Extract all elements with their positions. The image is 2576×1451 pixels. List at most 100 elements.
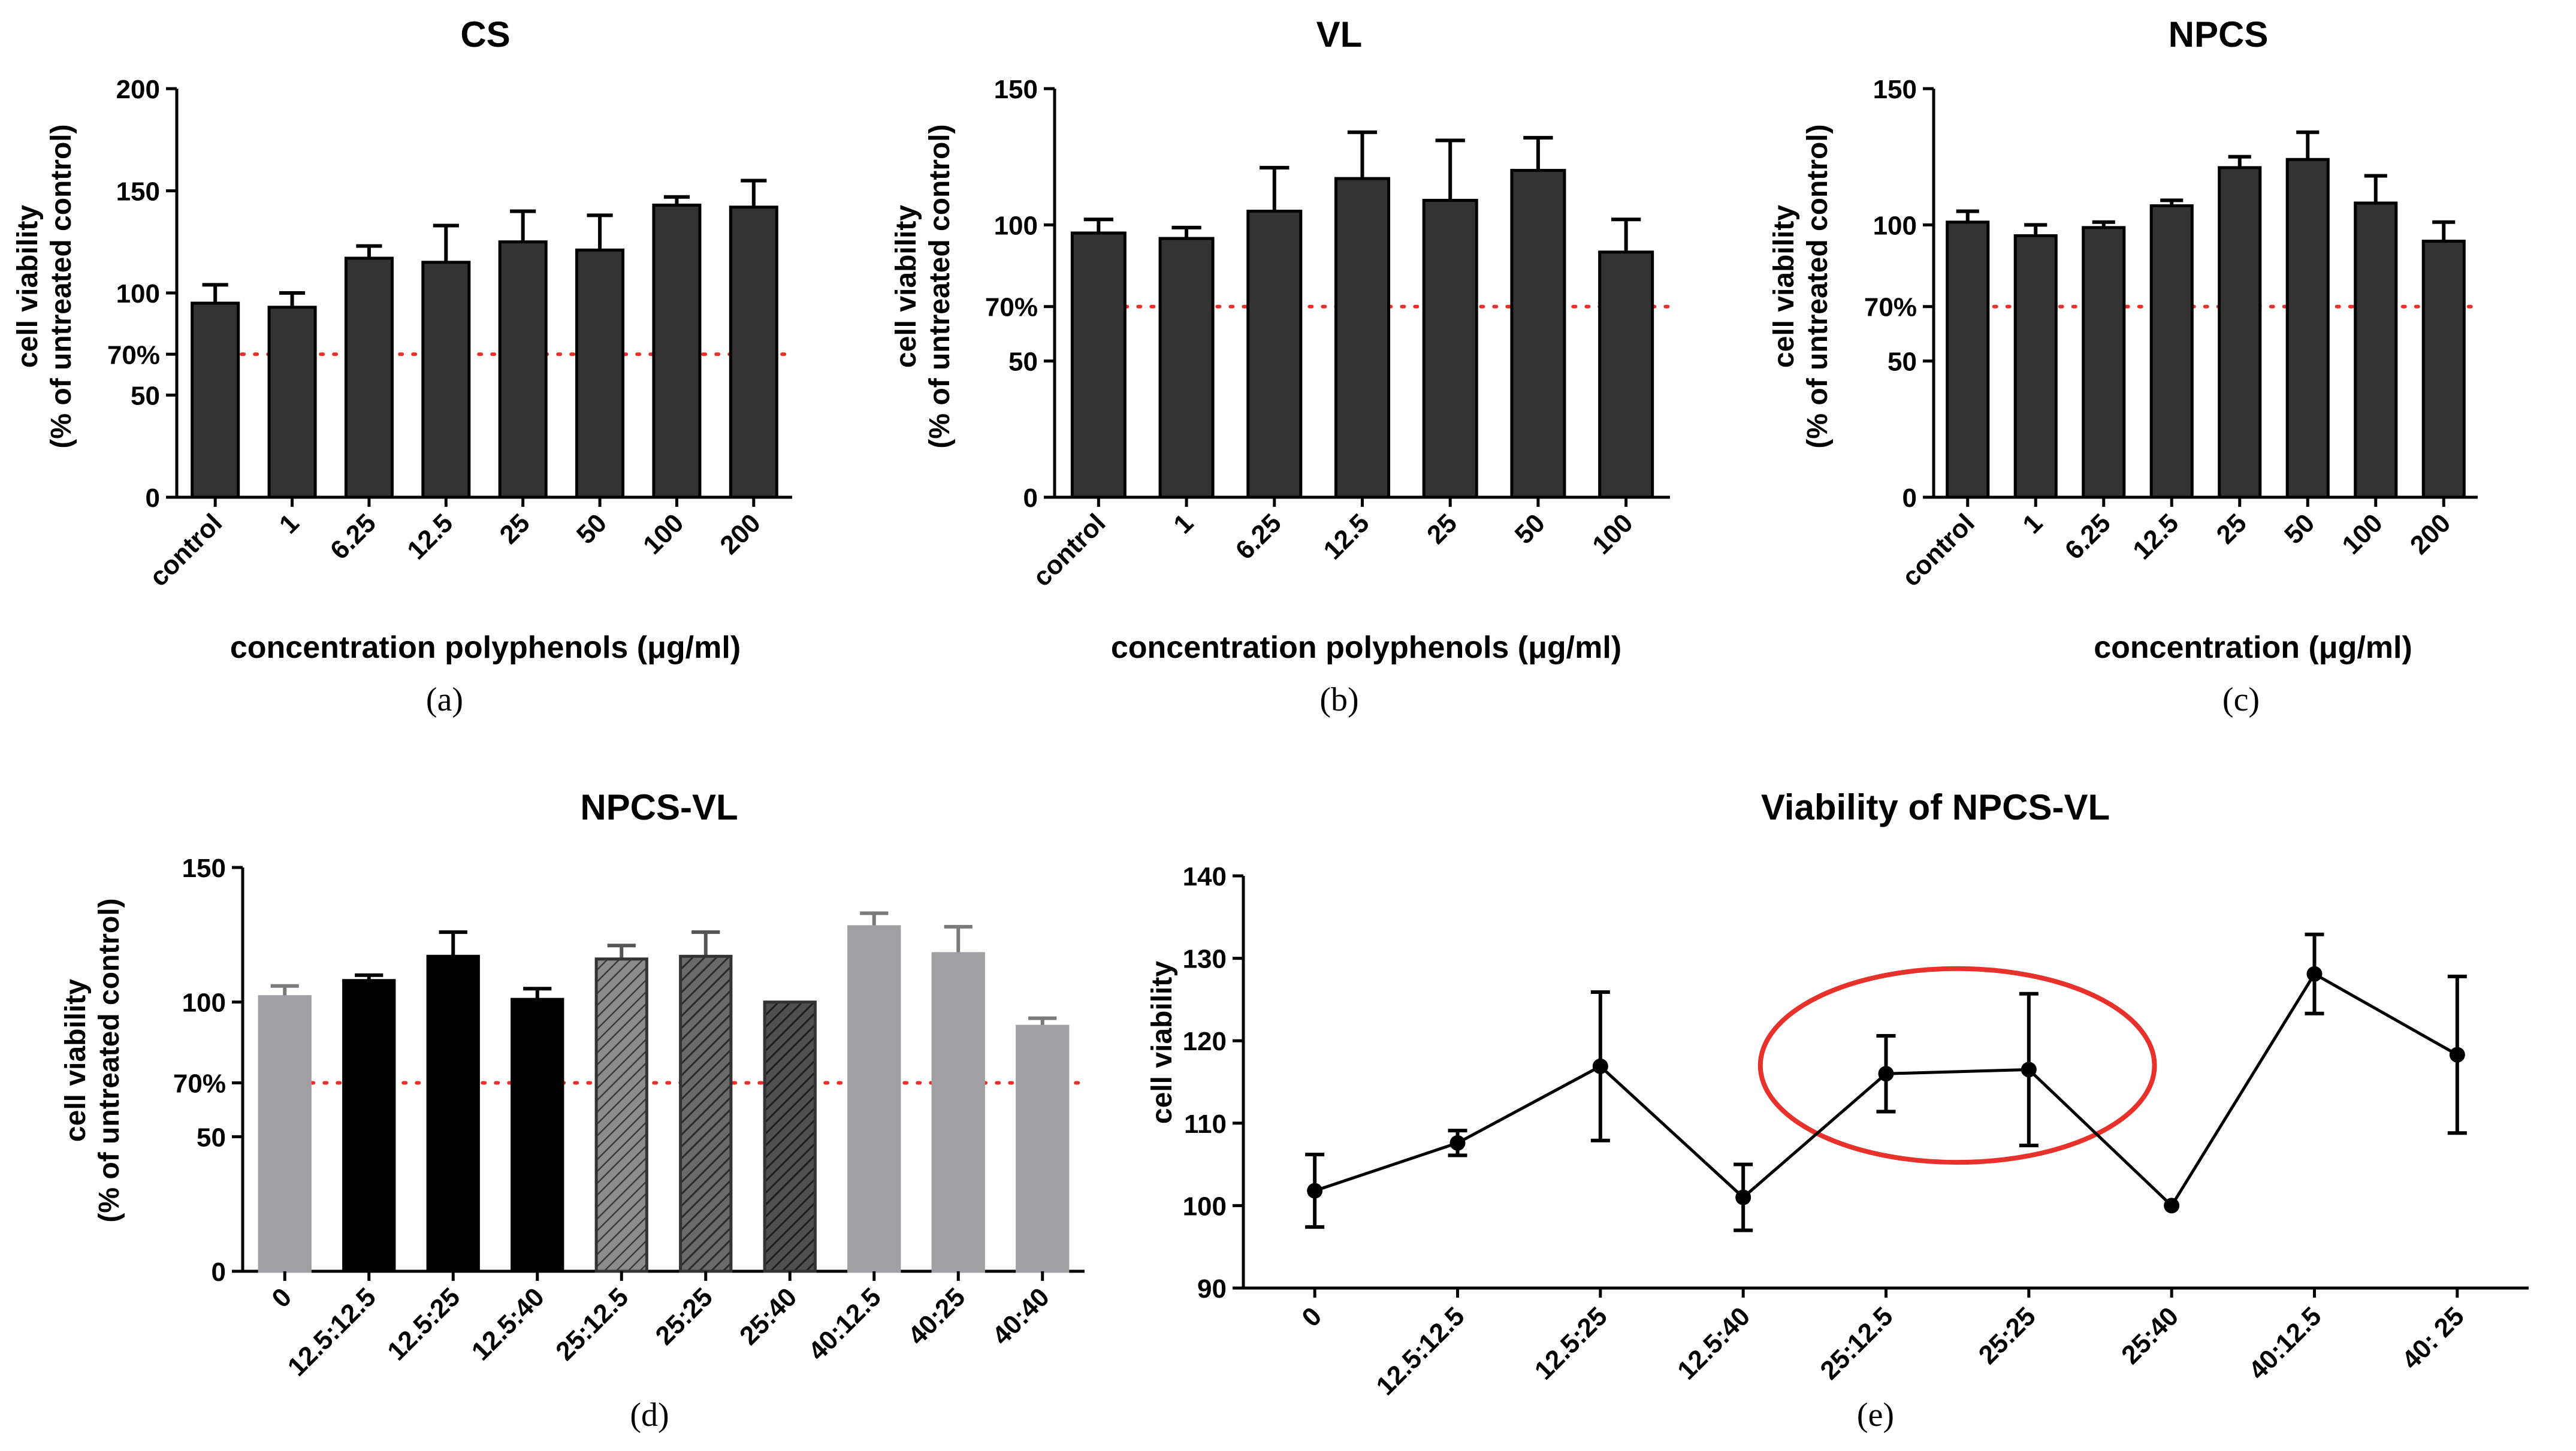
chart-panel-d: NPCS-VL cell viability (% of untreated c… (60, 787, 1086, 1434)
chart-d-ytick-label: 150 (182, 854, 226, 883)
chart-e-title: Viability of NPCS-VL (1761, 787, 2110, 827)
chart-d-ytick-label: 0 (212, 1257, 226, 1287)
chart-c-xlabel: concentration (μg/ml) (2094, 630, 2412, 665)
chart-e-point (1735, 1189, 1751, 1205)
chart-d-bar (1016, 1024, 1070, 1273)
chart-c-bar (2082, 226, 2126, 499)
chart-c-title: NPCS (2169, 14, 2269, 55)
chart-c-ytick-label: 50 (1888, 347, 1917, 377)
chart-e-point (2449, 1047, 2465, 1063)
chart-b-xtick-label: control (1027, 508, 1111, 592)
chart-c-xtick-label: 6.25 (2059, 508, 2116, 565)
chart-a-bar (421, 261, 471, 499)
chart-a-ytick-label: 50 (131, 382, 160, 411)
chart-a-xtick-label: 12.5 (401, 508, 458, 565)
chart-e-ytick-label: 120 (1183, 1027, 1227, 1056)
chart-d-ylabel-line2: (% of untreated control) (93, 898, 125, 1222)
chart-c-bar (2218, 166, 2262, 499)
chart-c-ytick-label: 150 (1873, 75, 1917, 104)
chart-c-xtick-label: 25 (2211, 508, 2252, 549)
chart-b-xtick-label: 50 (1509, 508, 1551, 549)
chart-a-bar (344, 256, 394, 499)
chart-d-ytick-label: 100 (182, 989, 226, 1018)
chart-b-ylabel-line2: (% of untreated control) (924, 124, 956, 448)
chart-d-xtick-label: 12.5:40 (466, 1282, 550, 1366)
chart-c-xtick-label: control (1896, 508, 1980, 592)
chart-a-xtick-label: 25 (494, 508, 535, 549)
chart-a-title: CS (460, 14, 510, 55)
chart-a-ytick-label: 0 (146, 483, 160, 513)
chart-a-caption: (a) (426, 681, 463, 718)
chart-c-ylabel-line1: cell viability (1768, 205, 1800, 368)
chart-d-ylabel-line1: cell viability (60, 979, 92, 1142)
chart-e-caption: (e) (1857, 1396, 1894, 1434)
chart-b-bar (1422, 198, 1478, 499)
chart-a-ytick-label: 150 (116, 177, 160, 207)
chart-b-xtick-label: 100 (1587, 508, 1639, 560)
chart-panel-e: Viability of NPCS-VL cell viability (e) … (1146, 787, 2529, 1434)
chart-e-xtick-label: 40:12.5 (2243, 1301, 2327, 1385)
chart-a-xtick-label: 200 (714, 508, 766, 560)
chart-b-xtick-label: 12.5 (1318, 508, 1375, 565)
chart-c-bar (2149, 204, 2194, 499)
chart-c-threshold-label: 70% (1864, 293, 1917, 322)
chart-b-bar (1158, 237, 1215, 499)
chart-a-xtick-label: control (144, 508, 228, 592)
chart-b-ytick-label: 100 (994, 211, 1038, 240)
chart-d-bar (847, 925, 901, 1273)
chart-panel-c: NPCS cell viability (% of untreated cont… (1768, 14, 2480, 718)
chart-d-xtick-label: 12.5:12.5 (282, 1282, 382, 1382)
chart-a-ylabel-line1: cell viability (12, 205, 44, 368)
chart-a-bar (575, 248, 625, 499)
chart-a-ytick-label: 100 (116, 279, 160, 309)
chart-d-bar (679, 954, 733, 1273)
chart-d-bar (594, 957, 648, 1273)
chart-c-bar (2285, 158, 2330, 499)
chart-d-bar (511, 997, 564, 1273)
chart-b-ytick-label: 0 (1023, 483, 1038, 513)
chart-b-ytick-label: 50 (1008, 347, 1038, 377)
chart-a-bar (267, 306, 317, 499)
chart-d-xtick-label: 25:12.5 (550, 1282, 634, 1366)
chart-c-xtick-label: 12.5 (2127, 508, 2184, 565)
chart-panel-a: CS cell viability (% of untreated contro… (12, 14, 794, 718)
chart-b-bar (1598, 250, 1654, 499)
chart-e-point (2021, 1062, 2037, 1078)
chart-d-title: NPCS-VL (580, 787, 738, 827)
chart-b-xtick-label: 6.25 (1230, 508, 1287, 565)
chart-a-xtick-label: 1 (274, 508, 305, 539)
chart-b-ylabel-line1: cell viability (890, 205, 922, 368)
chart-b-xtick-label: 1 (1168, 508, 1199, 539)
chart-d-xtick-label: 0 (266, 1282, 297, 1313)
chart-e-point (1307, 1183, 1323, 1199)
chart-e-xtick-label: 12.5:25 (1529, 1301, 1613, 1385)
chart-b-bar (1070, 231, 1127, 499)
chart-e-point (2306, 966, 2323, 982)
chart-c-ylabel-line2: (% of untreated control) (1802, 124, 1834, 448)
chart-e-ytick-label: 90 (1197, 1274, 1227, 1304)
chart-c-bar (2421, 240, 2466, 499)
chart-d-threshold-label: 70% (173, 1069, 226, 1098)
chart-e-xtick-label: 40: 25 (2396, 1301, 2470, 1375)
chart-d-xtick-label: 40:25 (902, 1282, 971, 1350)
chart-e-xtick-label: 0 (1296, 1301, 1327, 1332)
chart-e-ytick-label: 100 (1183, 1192, 1227, 1221)
chart-e-xtick-label: 25:40 (2116, 1301, 2184, 1370)
chart-e-ylabel: cell viability (1146, 961, 1178, 1124)
chart-d-bar (258, 995, 312, 1273)
chart-e-point (1592, 1058, 1608, 1074)
chart-a-bar (652, 203, 702, 499)
chart-a-bar (191, 301, 240, 499)
chart-a-bar (729, 205, 778, 499)
chart-b-ytick-label: 150 (994, 75, 1038, 104)
chart-b-threshold-label: 70% (985, 293, 1038, 322)
chart-e-xtick-label: 12.5:40 (1672, 1301, 1756, 1385)
chart-e-ytick-label: 140 (1183, 862, 1227, 891)
chart-b-caption: (b) (1319, 681, 1358, 718)
chart-c-xtick-label: 1 (2017, 508, 2048, 539)
chart-c-bar (2354, 201, 2398, 499)
chart-d-bar (342, 979, 396, 1273)
chart-a-ylabel-line2: (% of untreated control) (46, 124, 77, 448)
chart-e-point (1878, 1066, 1894, 1082)
chart-c-bar (2013, 234, 2058, 499)
